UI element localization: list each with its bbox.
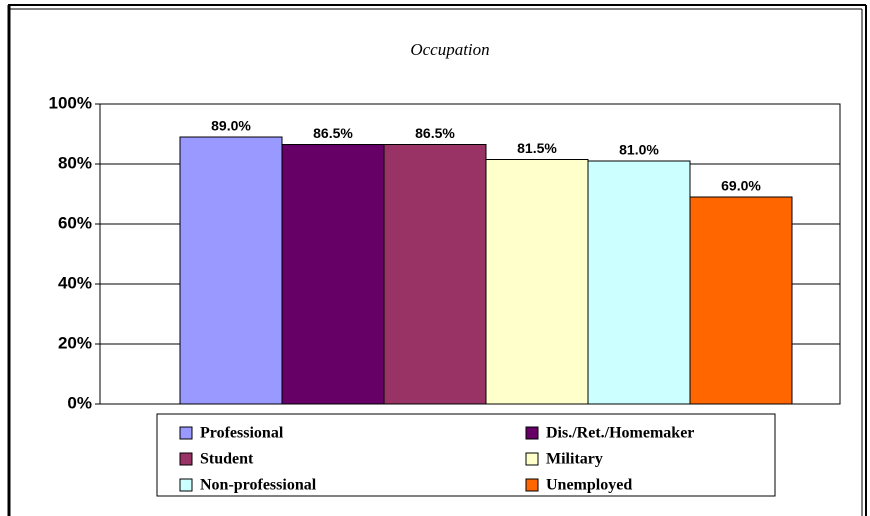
legend-label: Professional xyxy=(200,425,284,442)
bar xyxy=(689,196,793,405)
legend-label: Unemployed xyxy=(546,477,632,494)
value-label: 89.0% xyxy=(211,118,251,134)
value-label: 81.0% xyxy=(619,142,659,158)
legend xyxy=(156,413,776,497)
y-tick-label: 60% xyxy=(58,213,92,232)
bar xyxy=(587,160,691,405)
legend-swatch xyxy=(525,452,539,466)
value-label: 86.5% xyxy=(415,125,455,141)
legend-label: Dis./Ret./Homemaker xyxy=(546,425,694,442)
legend-label: Non-professional xyxy=(200,477,317,494)
y-tick-label: 80% xyxy=(58,153,92,172)
bar xyxy=(179,136,283,405)
value-label: 69.0% xyxy=(721,178,761,194)
value-label: 81.5% xyxy=(517,140,557,156)
legend-swatch xyxy=(525,478,539,492)
legend-label: Student xyxy=(200,451,254,468)
y-tick-label: 40% xyxy=(58,273,92,292)
y-tick-label: 20% xyxy=(58,333,92,352)
legend-label: Military xyxy=(546,451,603,468)
legend-swatch xyxy=(179,452,193,466)
bar xyxy=(485,159,589,405)
legend-swatch xyxy=(179,478,193,492)
y-tick-label: 100% xyxy=(49,93,92,112)
bar xyxy=(281,144,385,405)
y-tick-label: 0% xyxy=(67,393,92,412)
bar xyxy=(383,144,487,405)
legend-swatch xyxy=(525,426,539,440)
chart-title: Occupation xyxy=(410,40,489,59)
value-label: 86.5% xyxy=(313,125,353,141)
legend-swatch xyxy=(179,426,193,440)
